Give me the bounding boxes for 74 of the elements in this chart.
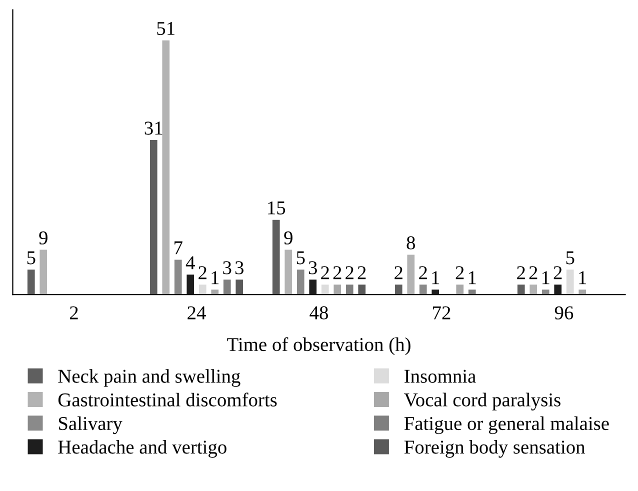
bar	[150, 140, 158, 295]
data-label: 3	[235, 261, 244, 274]
bar	[284, 250, 292, 295]
bar	[211, 290, 219, 295]
bar	[468, 290, 476, 295]
bar	[198, 284, 206, 295]
legend-label: Gastrointestinal discomforts	[58, 392, 277, 406]
x-tick-label: 2	[70, 306, 78, 320]
legend-label: Foreign body sensation	[404, 440, 585, 458]
legend-label: Insomnia	[404, 370, 476, 383]
legend-label: Neck pain and swelling	[58, 369, 240, 387]
data-label: 3	[223, 261, 232, 274]
bar	[40, 250, 48, 295]
data-label: 2	[321, 266, 329, 280]
x-tick-label: 24	[188, 306, 206, 320]
bar	[419, 284, 427, 295]
data-label: 15	[268, 201, 286, 214]
data-label: 2	[517, 266, 525, 280]
data-label: 5	[296, 251, 305, 264]
data-label: 9	[39, 231, 48, 244]
x-tick-label: 72	[433, 306, 450, 320]
bar	[578, 290, 586, 295]
bar	[309, 280, 317, 295]
data-label: 2	[456, 266, 464, 280]
data-label: 5	[566, 251, 574, 264]
legend-label: Headache and vertigo	[58, 440, 226, 458]
bar	[223, 280, 231, 295]
bar	[236, 280, 244, 295]
data-label: 2	[529, 266, 538, 280]
data-label: 1	[579, 271, 586, 284]
bar	[346, 284, 354, 295]
data-label: 2	[358, 266, 366, 280]
data-label: 7	[174, 241, 182, 254]
bar	[272, 220, 280, 295]
bar	[174, 260, 182, 295]
bar	[530, 284, 538, 295]
x-tick-label: 96	[554, 306, 574, 320]
data-label: 9	[284, 231, 292, 244]
data-label: 2	[394, 266, 402, 280]
data-label: 2	[554, 266, 562, 280]
data-label: 2	[198, 266, 206, 280]
x-tick-label: 48	[310, 306, 328, 320]
bar	[394, 284, 402, 295]
data-label: 8	[406, 236, 415, 250]
bar	[321, 284, 329, 295]
bar	[162, 40, 170, 295]
bar	[542, 290, 550, 295]
data-label: 2	[333, 266, 342, 280]
bar	[456, 284, 464, 295]
data-label: 51	[157, 22, 174, 35]
data-label: 2	[346, 266, 354, 280]
data-label: 2	[419, 266, 427, 280]
data-label: 1	[468, 271, 476, 284]
data-label: 1	[212, 271, 219, 284]
data-label: 4	[186, 256, 195, 270]
data-label: 1	[542, 271, 550, 284]
bar	[432, 290, 440, 295]
legend-label: Fatigue or general malaise	[404, 416, 609, 434]
legend-label: Vocal cord paralysis	[404, 392, 560, 410]
bar	[517, 284, 525, 295]
x-axis-title: Time of observation (h)	[227, 337, 410, 356]
data-label: 1	[432, 271, 440, 284]
bar	[27, 270, 35, 295]
bar	[334, 284, 342, 295]
bar	[358, 284, 366, 295]
data-label: 31	[144, 122, 162, 135]
bar	[554, 284, 562, 295]
bar	[407, 254, 415, 295]
data-label: 5	[27, 251, 36, 264]
legend-label: Salivary	[58, 416, 122, 434]
bar	[186, 274, 194, 295]
data-label: 3	[308, 261, 317, 274]
bar	[566, 270, 574, 295]
bar	[296, 270, 304, 295]
